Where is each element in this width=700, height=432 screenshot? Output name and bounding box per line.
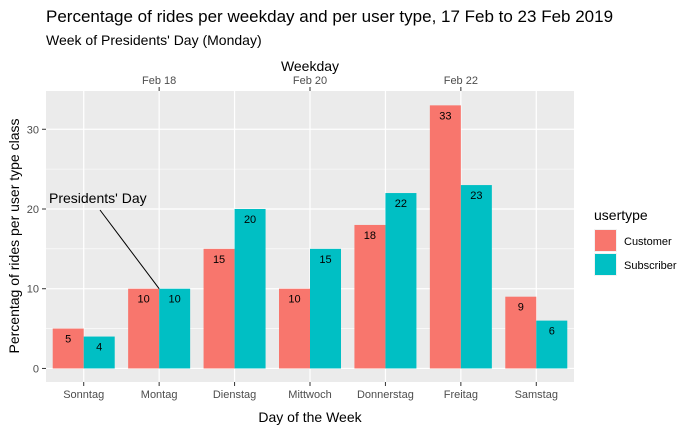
bar-subscriber-samstag xyxy=(536,320,568,369)
y-axis: 0 10 20 30 xyxy=(27,124,46,375)
bar-value-label: 10 xyxy=(138,294,150,306)
bar-value-label: 10 xyxy=(288,294,300,306)
bar-value-label: 9 xyxy=(518,302,524,314)
y-tick-label: 0 xyxy=(33,363,39,375)
bar-subscriber-mittwoch xyxy=(310,248,341,369)
x-tick-label: Sonntag xyxy=(63,389,104,401)
bar-value-label: 22 xyxy=(395,198,407,210)
x-tick-label: Freitag xyxy=(444,389,478,401)
annotation-line xyxy=(99,209,160,290)
bar-value-label: 23 xyxy=(470,190,482,202)
bar-customer-mittwoch xyxy=(279,288,310,369)
presidents-day-annotation: Presidents' Day xyxy=(49,190,160,290)
x-tick-label: Montag xyxy=(141,389,178,401)
bar-value-label: 18 xyxy=(364,230,376,242)
x-tick-label: Dienstag xyxy=(213,389,256,401)
top-tick-label: Feb 22 xyxy=(444,75,478,87)
bar-value-label: 20 xyxy=(244,214,256,226)
legend-key-customer xyxy=(595,230,616,251)
secondary-x-axis-title: Weekday xyxy=(281,58,339,74)
legend-key-subscriber xyxy=(595,254,616,275)
bar-value-label: 4 xyxy=(96,342,102,354)
legend-label-subscriber: Subscriber xyxy=(624,260,677,272)
bar-customer-freitag xyxy=(429,105,461,369)
legend-label-customer: Customer xyxy=(624,236,672,248)
bar-customer-montag xyxy=(128,288,160,369)
bar-subscriber-freitag xyxy=(460,185,492,369)
bar-customer-donnerstag xyxy=(354,224,386,369)
bar-customer-samstag xyxy=(505,296,537,369)
top-tick-label: Feb 20 xyxy=(293,75,327,87)
top-tick-label: Feb 18 xyxy=(142,75,176,87)
bar-value-label: 10 xyxy=(169,294,181,306)
bar-value-labels: 5 10 15 10 18 33 9 4 10 20 15 22 23 6 xyxy=(65,110,555,353)
bar-value-label: 15 xyxy=(319,254,331,266)
x-axis: Sonntag Montag Dienstag Mittwoch Donnerstag F… xyxy=(63,382,558,401)
bar-customer-dienstag xyxy=(203,248,235,369)
x-tick-label: Samstag xyxy=(515,389,558,401)
bar-subscriber-dienstag xyxy=(234,208,266,369)
legend-title: usertype xyxy=(594,207,648,223)
y-tick-label: 20 xyxy=(27,204,39,216)
x-tick-label: Mittwoch xyxy=(288,389,331,401)
y-tick-label: 30 xyxy=(27,124,39,136)
bar-customer-sonntag xyxy=(52,328,84,369)
annotation-text: Presidents' Day xyxy=(49,190,147,206)
x-axis-title: Day of the Week xyxy=(258,409,362,425)
bar-subscriber-donnerstag xyxy=(385,193,417,369)
bar-subscriber-montag xyxy=(159,288,191,369)
bar-value-label: 5 xyxy=(65,334,71,346)
secondary-x-axis: Feb 18 Feb 20 Feb 22 xyxy=(142,75,478,91)
bars xyxy=(52,105,568,369)
chart-title: Percentage of rides per weekday and per … xyxy=(46,7,614,26)
bar-value-label: 15 xyxy=(213,254,225,266)
y-tick-label: 10 xyxy=(27,284,39,296)
bar-value-label: 6 xyxy=(549,326,555,338)
y-axis-title: Percentag of rides per user type class xyxy=(6,118,22,353)
bar-subscriber-sonntag xyxy=(83,336,115,369)
bar-value-label: 33 xyxy=(439,110,451,122)
legend: usertype Customer Subscriber xyxy=(594,207,677,276)
chart-subtitle: Week of Presidents' Day (Monday) xyxy=(46,32,262,48)
x-tick-label: Donnerstag xyxy=(357,389,414,401)
